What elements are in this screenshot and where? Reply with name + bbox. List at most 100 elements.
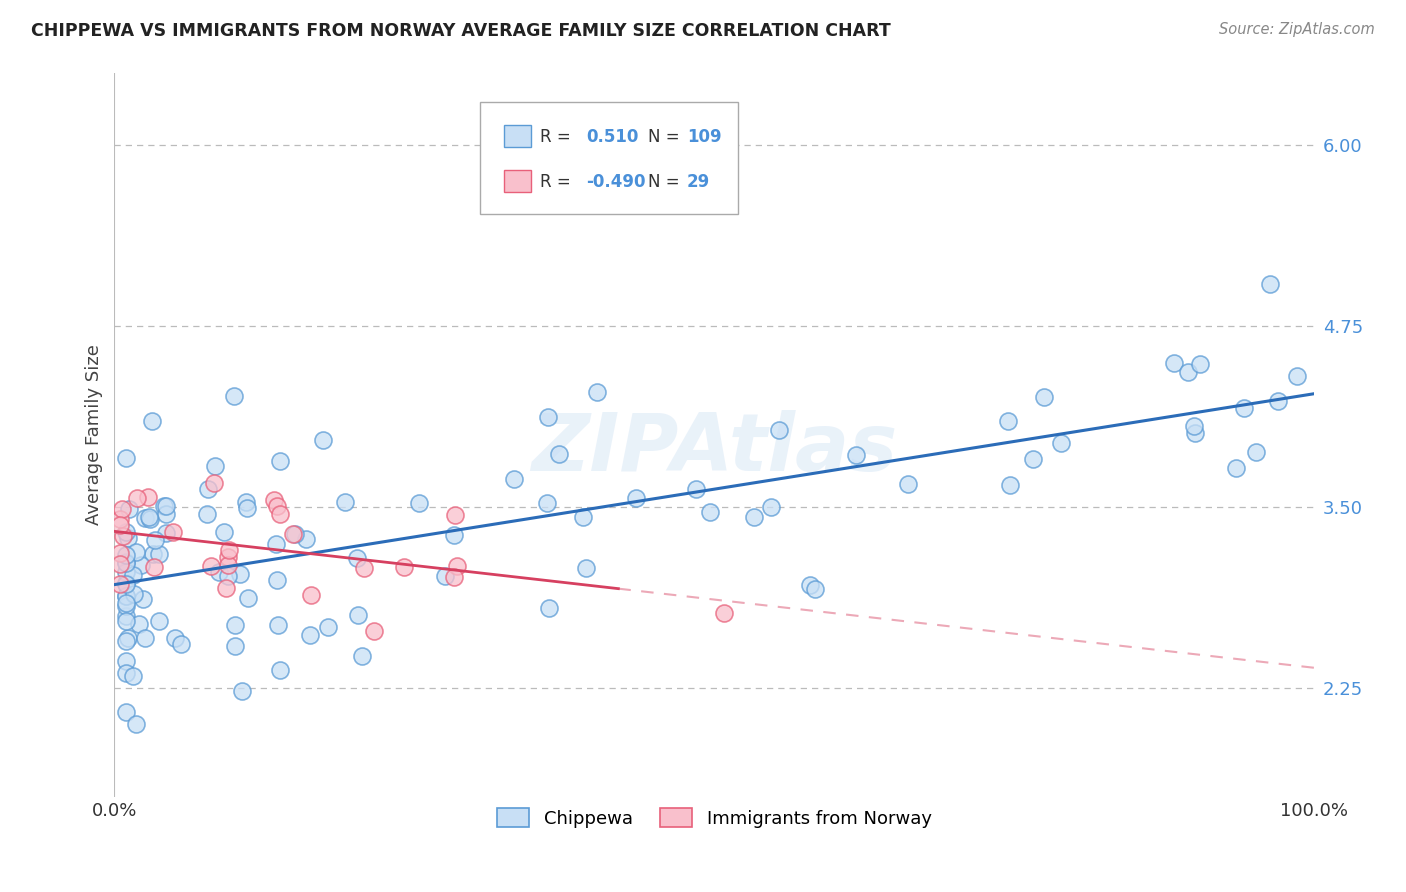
Point [115, 614, 138, 628]
Point [392, 559, 415, 574]
Point [142, 547, 165, 561]
Point [110, 518, 132, 533]
Point [121, 669, 143, 683]
Point [443, 508, 465, 523]
Point [761, 500, 783, 515]
Point [115, 595, 138, 609]
Point [143, 559, 166, 574]
Point [208, 565, 231, 579]
Text: CHIPPEWA VS IMMIGRANTS FROM NORWAY AVERAGE FAMILY SIZE CORRELATION CHART: CHIPPEWA VS IMMIGRANTS FROM NORWAY AVERA… [31, 22, 890, 40]
Point [799, 578, 821, 592]
Point [1258, 277, 1281, 291]
Point [1163, 356, 1185, 370]
Bar [505, 125, 531, 147]
Point [346, 551, 368, 566]
Point [115, 665, 138, 680]
Point [115, 634, 138, 648]
Point [110, 558, 132, 572]
Text: 0.510: 0.510 [586, 128, 638, 145]
Point [134, 510, 156, 524]
Bar [505, 170, 531, 192]
FancyBboxPatch shape [481, 102, 738, 214]
Point [127, 491, 149, 505]
Point [115, 524, 138, 539]
Text: 109: 109 [686, 128, 721, 145]
Y-axis label: Average Family Size: Average Family Size [86, 344, 103, 525]
Point [115, 556, 138, 570]
Point [575, 561, 598, 575]
Point [110, 512, 132, 526]
Point [353, 561, 375, 575]
Point [998, 478, 1021, 492]
Point [408, 496, 430, 510]
Point [299, 588, 322, 602]
Point [742, 510, 765, 524]
Point [236, 500, 259, 515]
Point [122, 587, 145, 601]
Point [1050, 436, 1073, 450]
Point [117, 531, 139, 545]
Point [281, 526, 304, 541]
Text: R =: R = [540, 172, 571, 191]
Point [266, 499, 288, 513]
Text: -0.490: -0.490 [586, 172, 645, 191]
Point [538, 601, 561, 615]
Point [503, 472, 526, 486]
Point [295, 532, 318, 546]
Point [200, 559, 222, 574]
Point [266, 574, 288, 588]
Point [333, 494, 356, 508]
Text: R =: R = [540, 128, 571, 145]
Point [1286, 368, 1309, 383]
Point [1244, 444, 1267, 458]
Point [118, 501, 141, 516]
Point [547, 447, 569, 461]
Point [117, 631, 139, 645]
Point [713, 607, 735, 621]
Point [212, 524, 235, 539]
Point [115, 705, 138, 719]
Point [115, 589, 138, 603]
Point [170, 637, 193, 651]
Text: ZIPAtlas: ZIPAtlas [531, 410, 897, 488]
Point [1022, 451, 1045, 466]
Point [115, 555, 138, 569]
Point [155, 499, 177, 513]
Point [111, 502, 134, 516]
Point [1033, 390, 1056, 404]
Point [997, 414, 1019, 428]
Point [536, 496, 558, 510]
Point [129, 558, 152, 573]
Point [1267, 393, 1289, 408]
Point [139, 512, 162, 526]
Legend: Chippewa, Immigrants from Norway: Chippewa, Immigrants from Norway [489, 800, 939, 835]
Point [626, 491, 648, 506]
Point [264, 537, 287, 551]
Point [138, 510, 160, 524]
Point [121, 568, 143, 582]
Point [218, 542, 240, 557]
Point [347, 608, 370, 623]
Point [845, 448, 868, 462]
Point [204, 458, 226, 473]
Point [148, 547, 170, 561]
Point [1182, 419, 1205, 434]
Point [897, 477, 920, 491]
Point [115, 654, 138, 668]
Point [134, 631, 156, 645]
Point [202, 475, 225, 490]
Point [236, 591, 259, 606]
Text: 29: 29 [686, 172, 710, 191]
Point [1177, 365, 1199, 379]
Point [1225, 460, 1247, 475]
Point [148, 614, 170, 628]
Point [128, 617, 150, 632]
Point [115, 590, 138, 604]
Point [228, 566, 250, 581]
Point [155, 507, 177, 521]
Point [685, 482, 707, 496]
Point [141, 414, 163, 428]
Point [111, 529, 134, 543]
Text: N =: N = [648, 128, 681, 145]
Point [115, 609, 138, 624]
